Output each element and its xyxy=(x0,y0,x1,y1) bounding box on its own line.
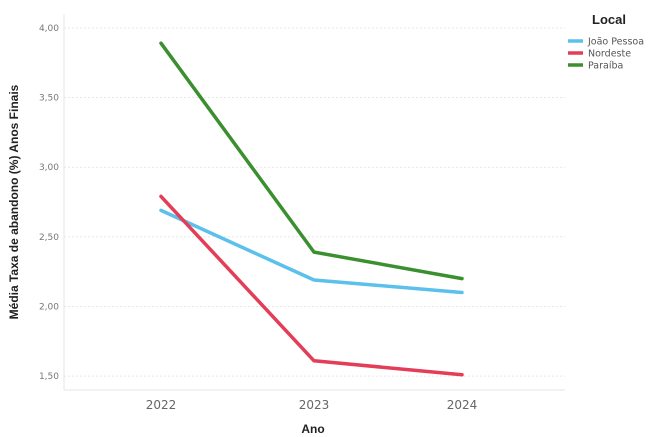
series xyxy=(159,41,464,377)
y-tick-label: 3,00 xyxy=(39,163,59,173)
series-line-jo-o-pessoa xyxy=(159,208,464,295)
series-line-nordeste xyxy=(159,194,464,377)
legend-label: João Pessoa xyxy=(587,37,644,48)
series-line-para-ba xyxy=(159,41,464,281)
axes: 1,50 2,00 2,50 3,00 3,50 4,00 2022 2023 2024 xyxy=(39,14,565,412)
x-axis-title: Ano xyxy=(301,422,324,436)
y-axis-title: Média Taxa de abandono (%) Anos Finais xyxy=(7,84,21,319)
x-tick-label: 2023 xyxy=(299,398,330,412)
legend-label: Nordeste xyxy=(588,49,631,60)
y-tick-label: 2,50 xyxy=(39,233,59,243)
y-tick-label: 3,50 xyxy=(39,94,59,104)
legend-title: Local xyxy=(592,12,626,27)
grid xyxy=(64,27,565,377)
y-tick-label: 2,00 xyxy=(39,302,59,312)
y-tick-label: 1,50 xyxy=(39,372,59,382)
x-tick-label: 2022 xyxy=(146,398,177,412)
legend-label: Paraíba xyxy=(588,61,623,72)
x-tick-label: 2024 xyxy=(447,398,478,412)
y-tick-label: 4,00 xyxy=(39,24,59,34)
